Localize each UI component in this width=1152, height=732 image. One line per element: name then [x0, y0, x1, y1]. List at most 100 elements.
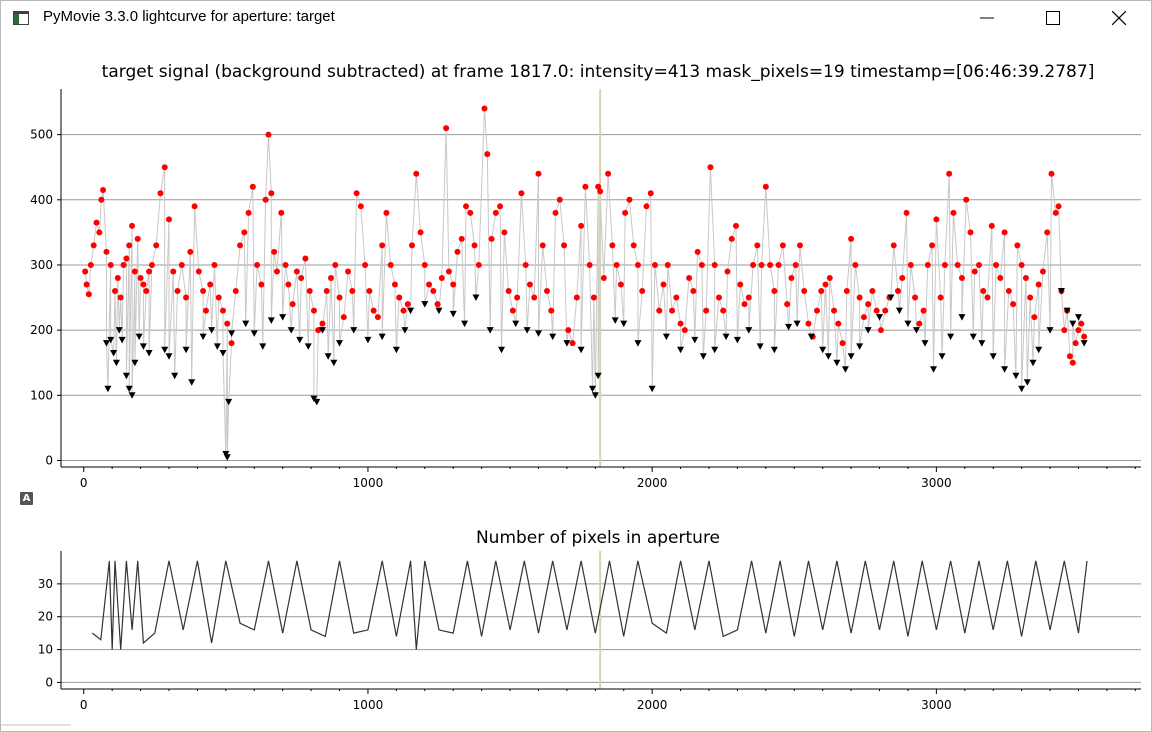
title-bar[interactable]: PyMovie 3.3.0 lightcurve for aperture: t… [1, 1, 1151, 37]
red-data-point [694, 248, 701, 255]
red-data-point [1044, 229, 1051, 236]
red-data-point [980, 288, 987, 295]
black-data-point [620, 320, 628, 328]
pixel-count-line [91, 560, 1088, 650]
red-data-point [349, 288, 356, 295]
black-data-point [793, 320, 801, 328]
red-data-point [882, 307, 889, 314]
red-data-point [123, 255, 130, 262]
signal-chart[interactable]: target signal (background subtracted) at… [1, 49, 1151, 509]
black-data-point [807, 333, 815, 341]
red-data-point [988, 222, 995, 229]
black-data-point [523, 327, 531, 334]
auto-range-button[interactable]: A [20, 492, 33, 505]
red-data-point [703, 307, 710, 314]
red-data-point [677, 320, 684, 327]
red-data-point [565, 327, 572, 334]
red-data-point [426, 281, 433, 288]
red-data-point [669, 307, 676, 314]
red-data-point [647, 190, 654, 197]
black-data-point [498, 346, 506, 354]
black-data-point [182, 346, 190, 354]
maximize-icon [1046, 11, 1060, 25]
red-data-point [686, 275, 693, 281]
red-data-point [626, 196, 633, 203]
black-data-point [364, 336, 372, 344]
black-data-point [1035, 346, 1043, 354]
red-data-point [933, 216, 940, 223]
red-data-point [924, 261, 931, 268]
red-data-point [278, 209, 285, 216]
red-data-point [430, 288, 437, 295]
red-data-point [664, 261, 671, 268]
pixel-count-chart[interactable]: Number of pixels in aperture 0 10 20 30 0 100… [1, 521, 1151, 721]
red-data-point [366, 288, 373, 295]
pixel-x-tick-label: 1000 [353, 698, 384, 712]
red-data-point [282, 261, 289, 268]
red-data-point [796, 242, 803, 249]
red-data-point [801, 288, 808, 295]
red-data-point [505, 288, 512, 295]
red-data-point [258, 281, 265, 288]
close-button[interactable] [1096, 1, 1142, 35]
black-data-point [139, 343, 147, 350]
black-data-point [115, 327, 123, 334]
black-data-point [161, 346, 169, 354]
signal-chart-title: target signal (background subtracted) at… [102, 62, 1095, 82]
red-data-point [383, 209, 390, 216]
signal-y-tick-label: 100 [30, 388, 53, 402]
red-data-point [698, 261, 705, 268]
black-data-point [549, 333, 557, 341]
red-data-point [434, 301, 441, 308]
pixel-axes: 0 10 20 30 0 1000 2000 3000 [38, 551, 1141, 712]
red-data-point [96, 229, 103, 236]
red-data-point [166, 216, 172, 223]
red-data-point [865, 301, 872, 308]
red-data-point [501, 229, 508, 236]
red-data-point [357, 203, 364, 210]
red-data-point [328, 275, 334, 281]
red-data-point [1078, 320, 1085, 327]
red-data-point [548, 307, 555, 314]
black-data-point [611, 317, 619, 324]
red-data-point [274, 268, 280, 275]
maximize-button[interactable] [1030, 1, 1076, 35]
black-data-point [512, 320, 520, 328]
red-data-point [843, 288, 850, 295]
red-data-point [262, 196, 269, 203]
black-data-point [1046, 327, 1054, 334]
red-data-point [1066, 353, 1073, 360]
black-data-point [219, 349, 227, 357]
signal-connect-lines [84, 108, 1085, 458]
red-data-point [161, 164, 168, 171]
red-data-point [784, 301, 791, 308]
red-data-point [374, 314, 381, 321]
black-data-point [102, 340, 110, 347]
pixel-x-tick-label: 0 [80, 698, 88, 712]
red-data-point [1022, 275, 1029, 281]
minimize-button[interactable] [964, 1, 1010, 35]
red-data-point [997, 275, 1004, 281]
red-data-point [93, 219, 100, 226]
red-data-point [310, 307, 317, 314]
red-data-point [869, 288, 876, 295]
red-data-point [112, 288, 118, 295]
red-data-point [319, 320, 326, 327]
signal-y-tick-label: 300 [30, 258, 53, 272]
black-data-point [969, 333, 977, 341]
red-data-point [129, 222, 136, 229]
red-data-point [353, 190, 360, 197]
black-data-point [242, 320, 250, 328]
red-data-point [1010, 301, 1017, 308]
red-data-point [1069, 359, 1076, 366]
red-data-point [775, 261, 782, 268]
black-data-point [876, 314, 884, 321]
red-data-point [332, 261, 339, 268]
red-data-point [387, 261, 394, 268]
black-data-point [978, 340, 986, 347]
red-data-point [582, 183, 589, 190]
red-data-point [518, 190, 525, 197]
red-data-point [83, 281, 90, 288]
red-data-point [814, 307, 820, 314]
